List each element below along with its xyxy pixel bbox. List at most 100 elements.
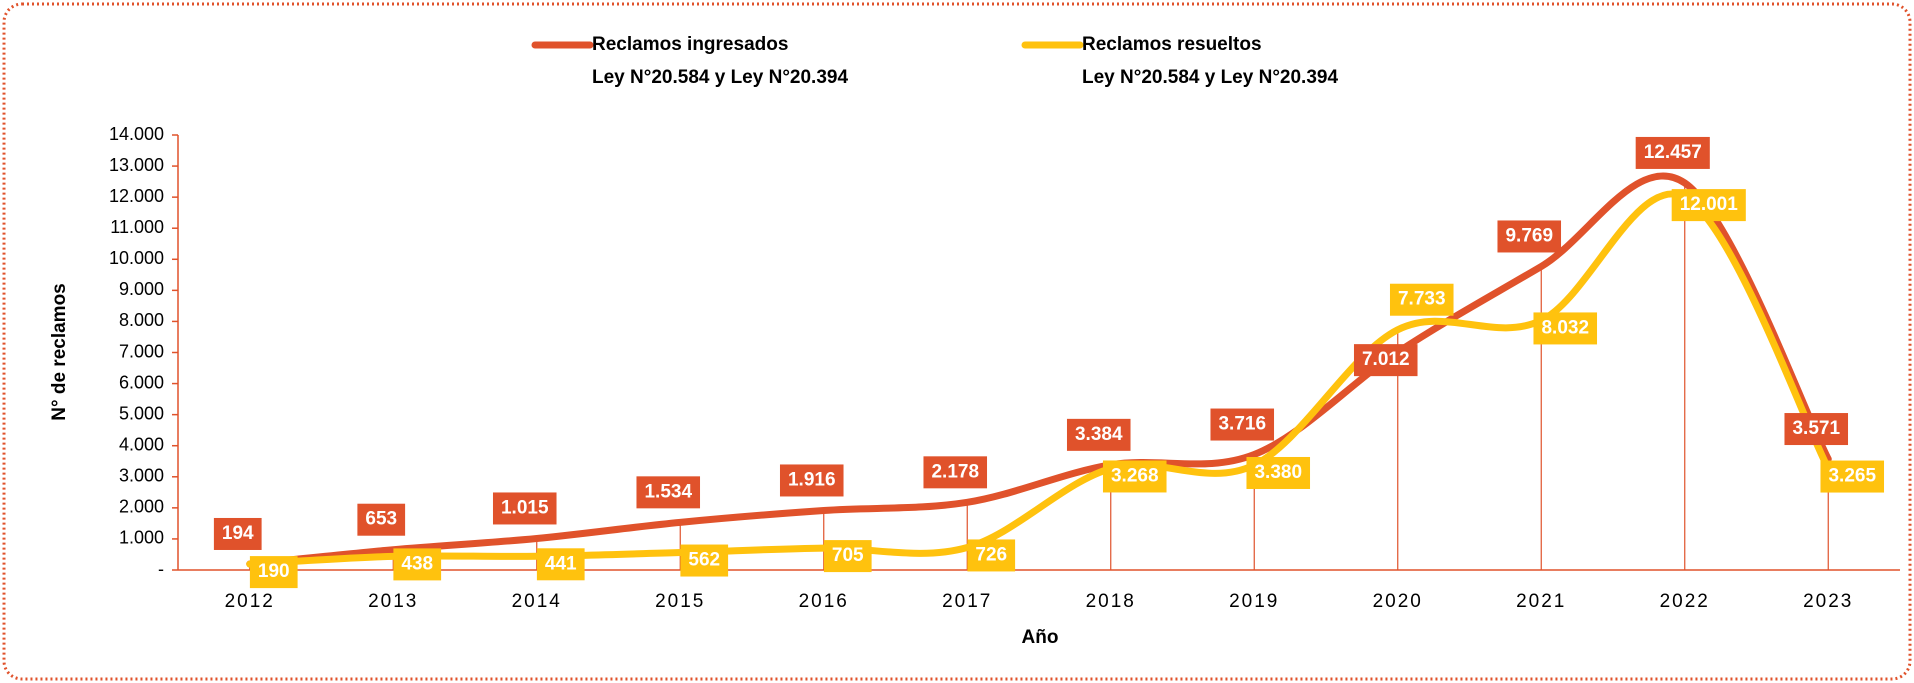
data-label: 1.916 — [779, 464, 844, 497]
x-tick-label: 2012 — [225, 591, 275, 612]
data-label-box — [967, 539, 1016, 572]
data-label-text: 3.384 — [1075, 424, 1123, 445]
data-label-text: 190 — [258, 561, 290, 582]
y-tick-label: 7.000 — [119, 341, 164, 361]
x-tick-label: 2020 — [1373, 591, 1423, 612]
data-label-box — [1784, 413, 1849, 446]
data-label: 3.380 — [1246, 456, 1311, 489]
data-label-box — [1066, 418, 1131, 451]
y-tick-label: 8.000 — [119, 310, 164, 330]
x-tick-label: 2017 — [942, 591, 992, 612]
data-label-text: 9.769 — [1505, 225, 1553, 246]
data-label: 1.015 — [492, 492, 557, 525]
data-label-box — [357, 503, 406, 536]
data-label: 3.571 — [1784, 413, 1849, 446]
data-label-text: 441 — [545, 553, 577, 574]
data-label-box — [1820, 460, 1885, 493]
data-label-text: 8.032 — [1541, 317, 1589, 338]
y-tick-label: 10.000 — [109, 248, 164, 268]
x-tick-label: 2014 — [512, 591, 562, 612]
y-tick-label: 2.000 — [119, 497, 164, 517]
data-label-box — [1353, 344, 1418, 377]
data-label-box — [1389, 283, 1454, 316]
data-label-box — [823, 540, 872, 573]
data-label-text: 438 — [401, 553, 433, 574]
data-label-box — [1210, 408, 1275, 441]
data-label-text: 726 — [975, 544, 1007, 565]
x-tick-label: 2023 — [1803, 591, 1853, 612]
data-label-text: 562 — [688, 550, 720, 571]
data-label: 3.268 — [1102, 460, 1167, 493]
data-label-box — [393, 548, 442, 581]
data-label: 12.001 — [1671, 189, 1746, 222]
data-label-text: 194 — [222, 523, 254, 544]
x-tick-label: 2019 — [1229, 591, 1279, 612]
x-tick-label: 2013 — [368, 591, 418, 612]
series-line — [246, 190, 1832, 568]
series-line — [246, 172, 1832, 568]
x-axis-title: Año — [1022, 627, 1059, 648]
data-label-text: 1.015 — [501, 497, 549, 518]
data-label-text: 1.534 — [644, 481, 692, 502]
data-label-box — [1635, 136, 1710, 169]
data-label-text: 3.268 — [1111, 465, 1159, 486]
y-tick-label: 3.000 — [119, 466, 164, 486]
data-label-box — [213, 517, 262, 550]
data-label: 438 — [393, 548, 442, 581]
data-label-text: 1.916 — [788, 469, 836, 490]
data-label-text: 653 — [365, 509, 397, 530]
data-label-box — [1497, 220, 1562, 253]
x-tick-label: 2018 — [1086, 591, 1136, 612]
data-label-box — [492, 492, 557, 525]
data-label-box — [1533, 312, 1598, 345]
y-tick-label: 6.000 — [119, 372, 164, 392]
y-tick-label: 13.000 — [109, 155, 164, 175]
data-label: 3.384 — [1066, 418, 1131, 451]
data-label-text: 3.716 — [1218, 414, 1266, 435]
data-label: 2.178 — [923, 456, 988, 489]
data-label-box — [1246, 456, 1311, 489]
data-label-box — [1671, 189, 1746, 222]
data-label: 1.534 — [636, 476, 701, 509]
data-label: 3.716 — [1210, 408, 1275, 441]
data-label-text: 3.380 — [1254, 462, 1302, 483]
x-tick-label: 2022 — [1660, 591, 1710, 612]
data-label: 194 — [213, 517, 262, 550]
x-tick-label: 2021 — [1516, 591, 1566, 612]
data-label-text: 7.733 — [1398, 289, 1446, 310]
y-tick-label: 9.000 — [119, 279, 164, 299]
data-label-text: 705 — [832, 545, 864, 566]
y-tick-label: 12.000 — [109, 186, 164, 206]
data-label-text: 12.457 — [1644, 142, 1702, 163]
data-label: 562 — [680, 544, 729, 577]
legend-label: Reclamos ingresados Ley N°20.584 y Ley N°… — [592, 34, 848, 88]
data-label-text: 3.571 — [1792, 418, 1840, 439]
data-label-box — [536, 548, 585, 581]
data-label-text: 12.001 — [1680, 194, 1739, 215]
y-tick-label: 1.000 — [119, 528, 164, 548]
data-label: 653 — [357, 503, 406, 536]
y-tick-label: - — [158, 559, 164, 579]
data-label: 726 — [967, 539, 1016, 572]
data-label-box — [923, 456, 988, 489]
data-label-box — [636, 476, 701, 509]
data-label-box — [779, 464, 844, 497]
data-label-text: 7.012 — [1362, 349, 1410, 370]
legend-label: Reclamos resueltos Ley N°20.584 y Ley N°2… — [1082, 34, 1338, 88]
data-label-box — [249, 556, 298, 589]
data-label: 8.032 — [1533, 312, 1598, 345]
data-label-text: 3.265 — [1828, 466, 1876, 487]
x-tick-label: 2016 — [799, 591, 849, 612]
data-label: 7.012 — [1353, 344, 1418, 377]
data-label-box — [680, 544, 729, 577]
data-label: 705 — [823, 540, 872, 573]
y-tick-label: 14.000 — [109, 124, 164, 144]
data-label: 7.733 — [1389, 283, 1454, 316]
data-label: 190 — [249, 556, 298, 589]
data-label: 12.457 — [1635, 136, 1710, 169]
data-label: 9.769 — [1497, 220, 1562, 253]
y-tick-label: 4.000 — [119, 434, 164, 454]
data-label-box — [1102, 460, 1167, 493]
